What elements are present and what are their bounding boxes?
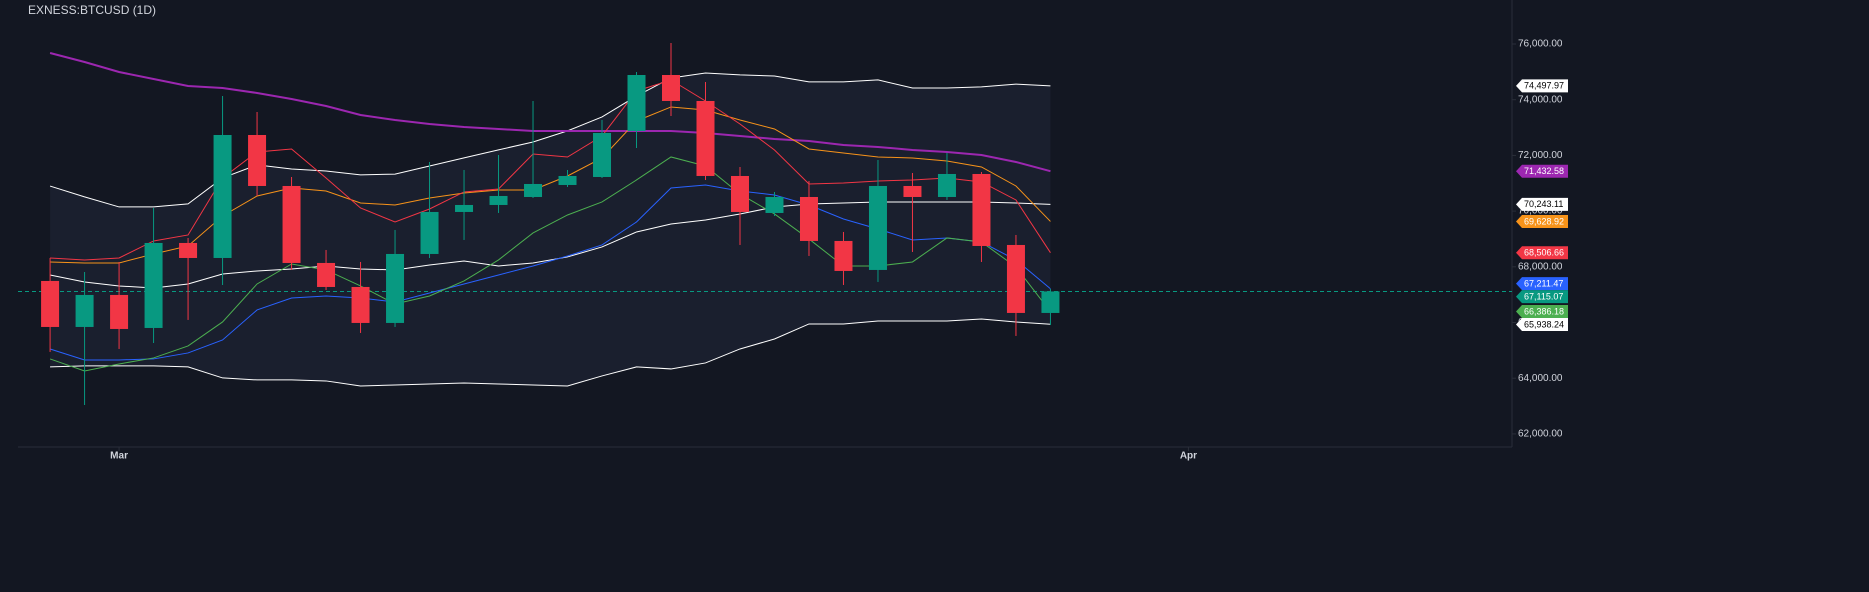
band-fill (50, 72, 1051, 386)
y-tick-label: 74,000.00 (1518, 94, 1563, 105)
price-label: 70,243.11 (1524, 199, 1563, 209)
candle-body (558, 175, 577, 185)
x-tick-label: Apr (1180, 451, 1197, 462)
indicator-line (49, 52, 1051, 173)
price-label: 71,432.58 (1524, 166, 1564, 176)
candle-body (903, 185, 922, 197)
candle-body (730, 175, 749, 212)
candle-body (179, 242, 198, 258)
price-label-tag (1516, 79, 1568, 93)
price-label-tag (1516, 317, 1568, 331)
indicator-line (50, 318, 1051, 387)
candle-body (248, 134, 267, 186)
candle-body (386, 253, 405, 323)
price-label: 74,497.97 (1524, 81, 1564, 91)
candle-body (524, 183, 543, 197)
price-label-tag (1516, 246, 1568, 260)
price-label: 67,115.07 (1524, 291, 1563, 301)
candle-body (799, 196, 818, 241)
candle-body (144, 242, 163, 328)
candle-body (282, 185, 301, 263)
candle-body (1006, 244, 1025, 313)
y-tick-label: 68,000.00 (1518, 261, 1563, 272)
candle-body (420, 211, 439, 254)
price-label: 68,506.66 (1524, 248, 1564, 258)
candle-body (489, 195, 508, 205)
candle-body (455, 204, 474, 212)
candle-body (868, 185, 887, 270)
y-tick-label: 70,000.00 (1518, 206, 1563, 217)
chart-title: EXNESS:BTCUSD (1D) (28, 3, 156, 17)
price-label-tag (1516, 304, 1568, 318)
candle-body (351, 286, 370, 323)
price-label-tag (1516, 290, 1568, 304)
candle-body (972, 173, 991, 246)
candle-body (41, 280, 60, 327)
price-label-tag (1516, 214, 1568, 228)
price-label: 67,211.47 (1524, 278, 1563, 288)
x-tick-label: Mar (110, 451, 128, 462)
candle-body (661, 75, 680, 101)
candle-body (75, 294, 94, 327)
y-tick-label: 64,000.00 (1518, 373, 1563, 384)
candle-body (593, 132, 612, 177)
price-label: 66,386.18 (1524, 306, 1564, 316)
candle-body (213, 134, 232, 258)
y-tick-label: 72,000.00 (1518, 150, 1563, 161)
y-tick-label: 62,000.00 (1518, 429, 1563, 440)
candle-body (696, 100, 715, 176)
candle-body (110, 294, 129, 329)
candle-body (317, 262, 336, 287)
price-label-tag (1516, 197, 1568, 211)
price-label-tag (1516, 277, 1568, 291)
y-tick-label: 76,000.00 (1518, 39, 1563, 50)
price-label: 69,628.92 (1524, 216, 1564, 226)
candle-body (627, 75, 646, 131)
candle-body (937, 173, 956, 197)
price-label-tag (1516, 164, 1568, 178)
candle-body (765, 196, 784, 213)
candle-body (1041, 291, 1060, 313)
price-label: 65,938.24 (1524, 319, 1564, 329)
candle-body (834, 240, 853, 271)
